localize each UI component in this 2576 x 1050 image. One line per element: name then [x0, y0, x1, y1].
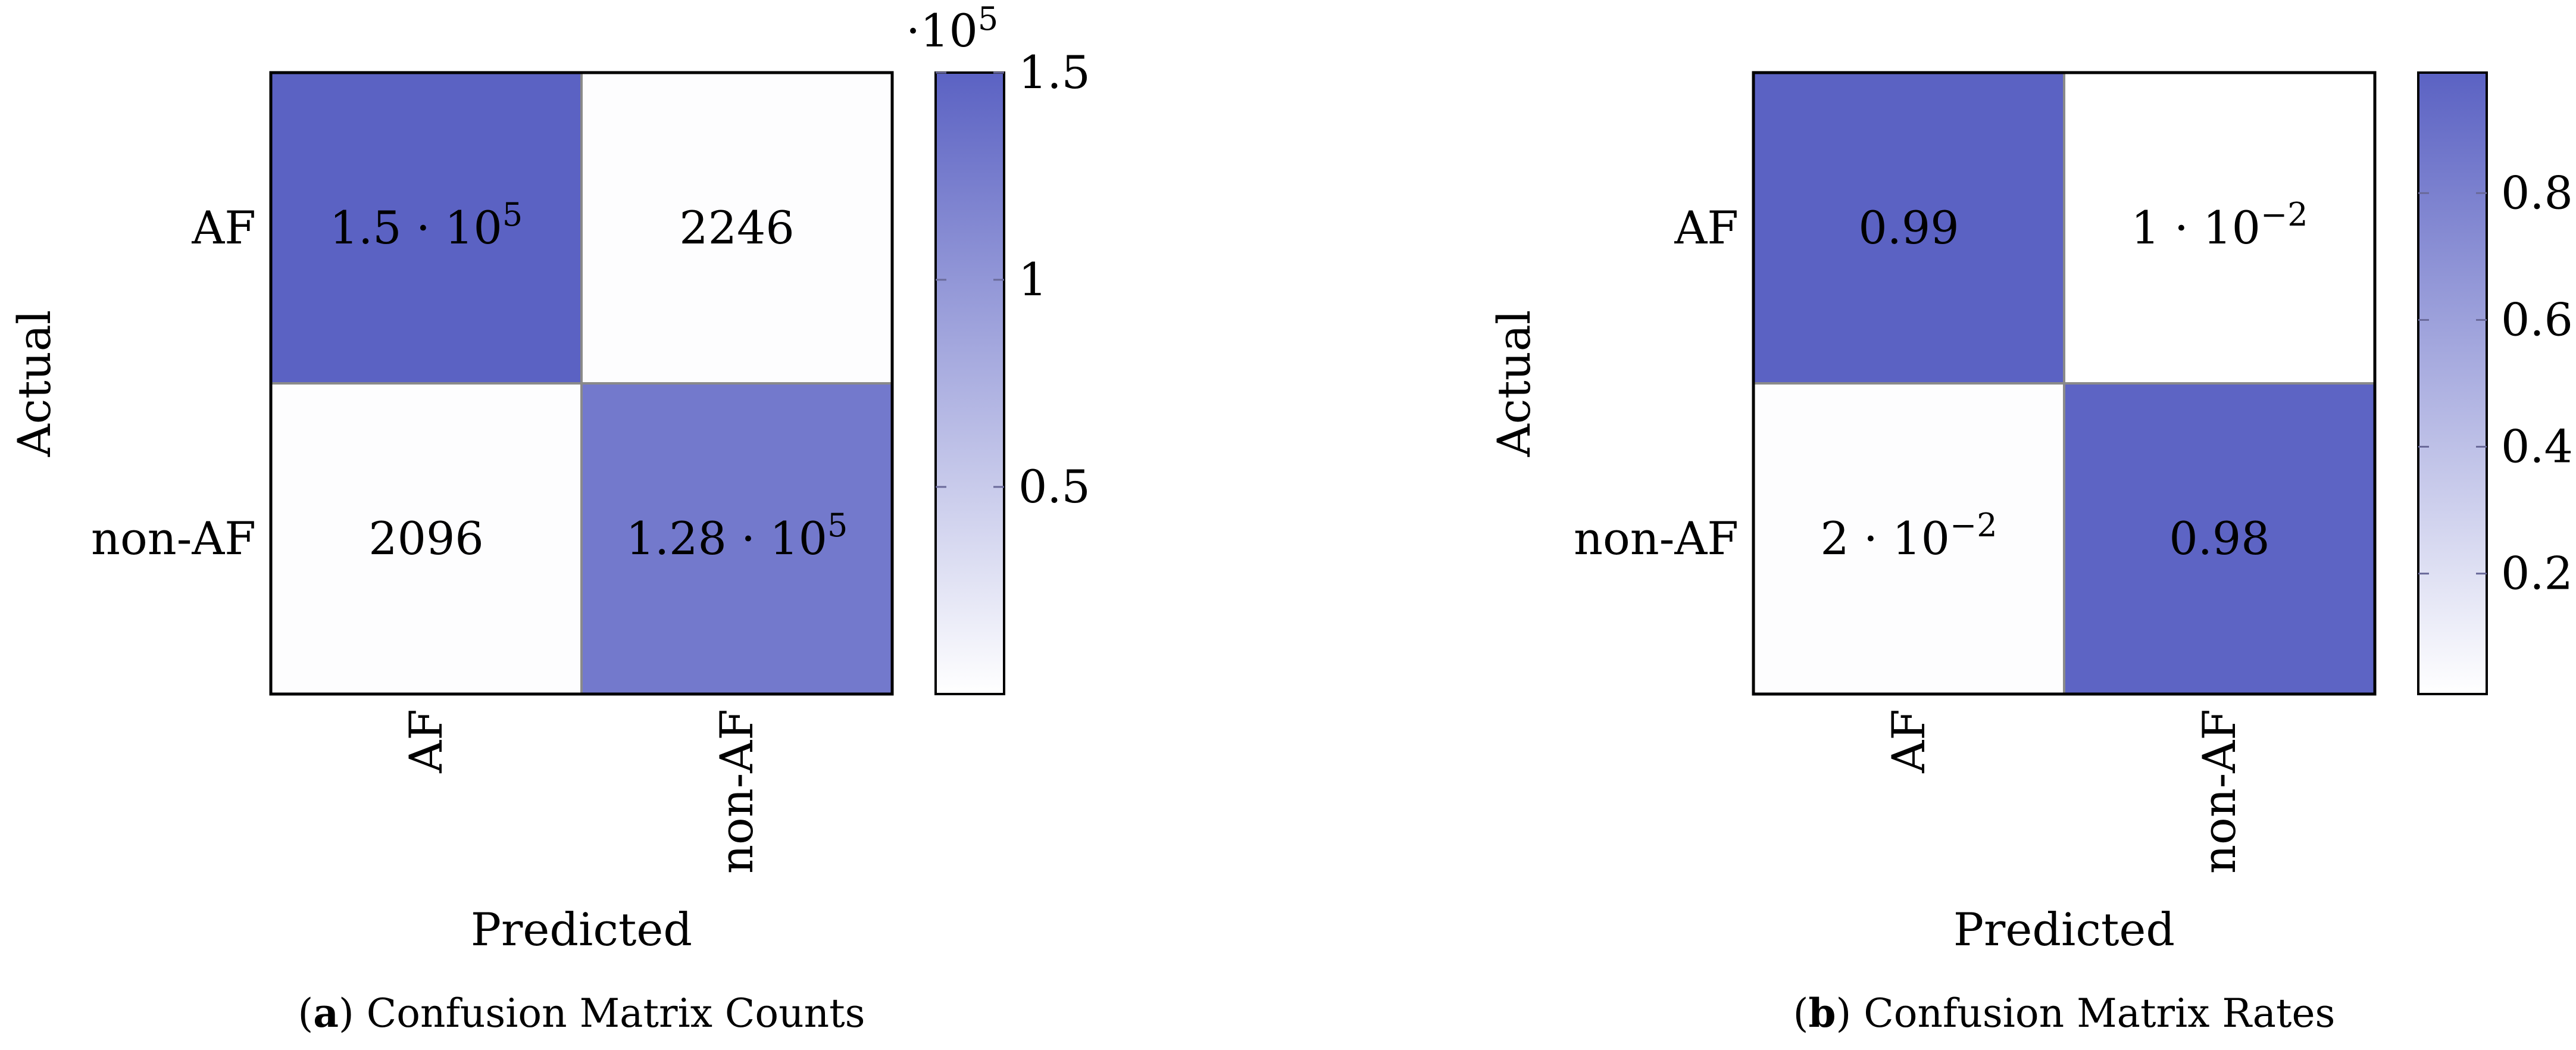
colorbar-ticks: 0.2 0.4 0.6 0.8: [2418, 166, 2573, 600]
colorbar-tick-label: 0.4: [2501, 420, 2573, 473]
cell-value-label: 2246: [679, 201, 794, 254]
x-axis-label: Predicted: [1953, 903, 2175, 956]
colorbar: 0.2 0.4 0.6 0.8: [2417, 71, 2573, 695]
colorbar-tick-label: 0.2: [2501, 547, 2573, 600]
heatmap-cells: [1752, 71, 2376, 695]
cell-value-label: 2096: [368, 512, 483, 565]
y-axis-label: Actual: [8, 310, 61, 458]
colorbar-ticks: 0.5 1 1.5: [936, 46, 1090, 513]
heatmap-cell-labels: 0.99 1 · 10−2 2 · 10−2 0.98: [1820, 196, 2308, 565]
colorbar-gradient: [2417, 71, 2488, 695]
colorbar: 0.5 1 1.5 ·105: [906, 0, 1090, 695]
x-tick-labels: AF non-AF: [1882, 709, 2246, 874]
x-axis-label: Predicted: [471, 903, 692, 956]
colorbar-tick-label: 0.8: [2501, 166, 2573, 219]
heatmap-cell: [580, 71, 893, 385]
y-tick-label: non-AF: [91, 512, 256, 565]
panel-letter: a: [313, 990, 339, 1036]
x-tick-labels: AF non-AF: [399, 709, 763, 874]
heatmap-cell: [580, 382, 893, 695]
caption-text: Confusion Matrix Counts: [367, 990, 865, 1036]
cell-value-label: 2 · 10−2: [1820, 507, 1997, 565]
colorbar-gradient: [934, 71, 1005, 695]
y-tick-labels: AF non-AF: [1574, 201, 1739, 565]
confusion-matrix-counts-panel: 1.5 · 105 2246 2096 1.28 · 105 AF non-AF AF n…: [8, 0, 1090, 1036]
colorbar-tick-label: 1.5: [1018, 46, 1090, 99]
heatmap-frame: [1752, 71, 2377, 696]
colorbar-tick-label: 1: [1018, 253, 1047, 306]
panel-caption: (a) Confusion Matrix Counts: [298, 990, 865, 1036]
y-tick-label: AF: [191, 201, 256, 254]
cell-value-label: 0.99: [1858, 201, 1959, 254]
heatmap-cell-labels: 1.5 · 105 2246 2096 1.28 · 105: [330, 196, 848, 565]
heatmap-cells: [270, 71, 893, 695]
y-axis-label: Actual: [1487, 310, 1540, 458]
cell-value-label: 0.98: [2169, 512, 2269, 565]
cell-value-label: 1.5 · 105: [330, 196, 523, 254]
colorbar-tick-label: 0.5: [1018, 460, 1090, 513]
y-tick-label: AF: [1674, 201, 1739, 254]
cell-value-label: 1.28 · 105: [626, 507, 848, 565]
heatmap-frame: [269, 71, 894, 696]
panel-caption: (b) Confusion Matrix Rates: [1793, 990, 2336, 1036]
y-tick-labels: AF non-AF: [91, 201, 256, 565]
heatmap-cell: [1752, 382, 2065, 695]
x-tick-label: non-AF: [710, 709, 763, 874]
heatmap-cell: [270, 382, 583, 695]
x-tick-label: AF: [1882, 709, 1935, 774]
caption-text: Confusion Matrix Rates: [1864, 990, 2335, 1036]
colorbar-multiplier: ·105: [906, 0, 998, 57]
heatmap-cell: [1752, 71, 2065, 385]
confusion-matrix-rates-panel: 0.99 1 · 10−2 2 · 10−2 0.98 AF non-AF AF non-…: [1487, 71, 2573, 1036]
cell-value-label: 1 · 10−2: [2131, 196, 2308, 254]
x-tick-label: non-AF: [2193, 709, 2246, 874]
y-tick-label: non-AF: [1574, 512, 1739, 565]
colorbar-tick-label: 0.6: [2501, 293, 2573, 346]
panel-letter: b: [1808, 990, 1836, 1036]
x-tick-label: AF: [399, 709, 452, 774]
heatmap-cell: [270, 71, 583, 385]
